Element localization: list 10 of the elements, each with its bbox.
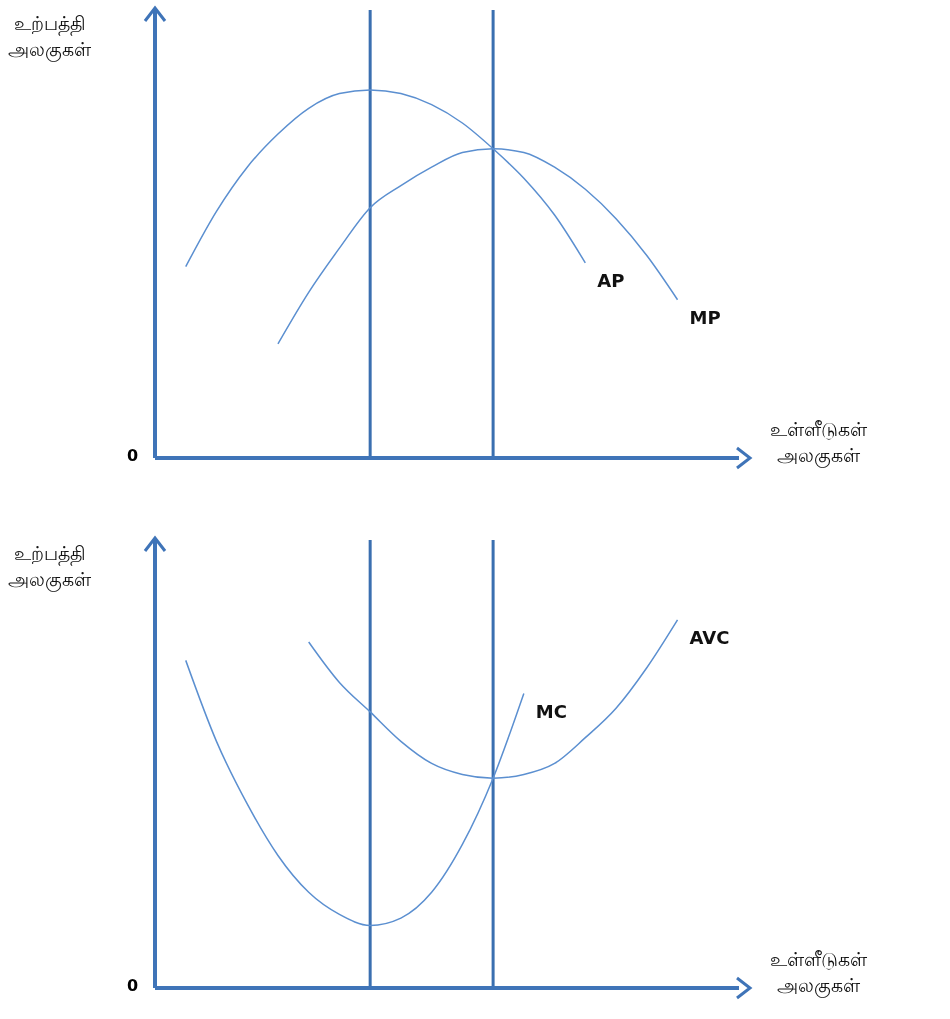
series-label: AVC — [689, 626, 730, 648]
y-axis-title: உற்பத்தி அலகுகள் — [8, 11, 91, 62]
x-axis-title: உள்ளீடுகள் அலகுகள் — [770, 417, 867, 468]
text: 0 — [127, 976, 139, 995]
series-label: MP — [689, 306, 721, 328]
series-label: AP — [597, 269, 625, 291]
y-axis-title: உற்பத்தி அலகுகள் — [8, 541, 91, 592]
text: 0 — [127, 446, 139, 465]
series-label: MC — [535, 700, 567, 722]
x-axis-title: உள்ளீடுகள் அலகுகள் — [770, 947, 867, 998]
